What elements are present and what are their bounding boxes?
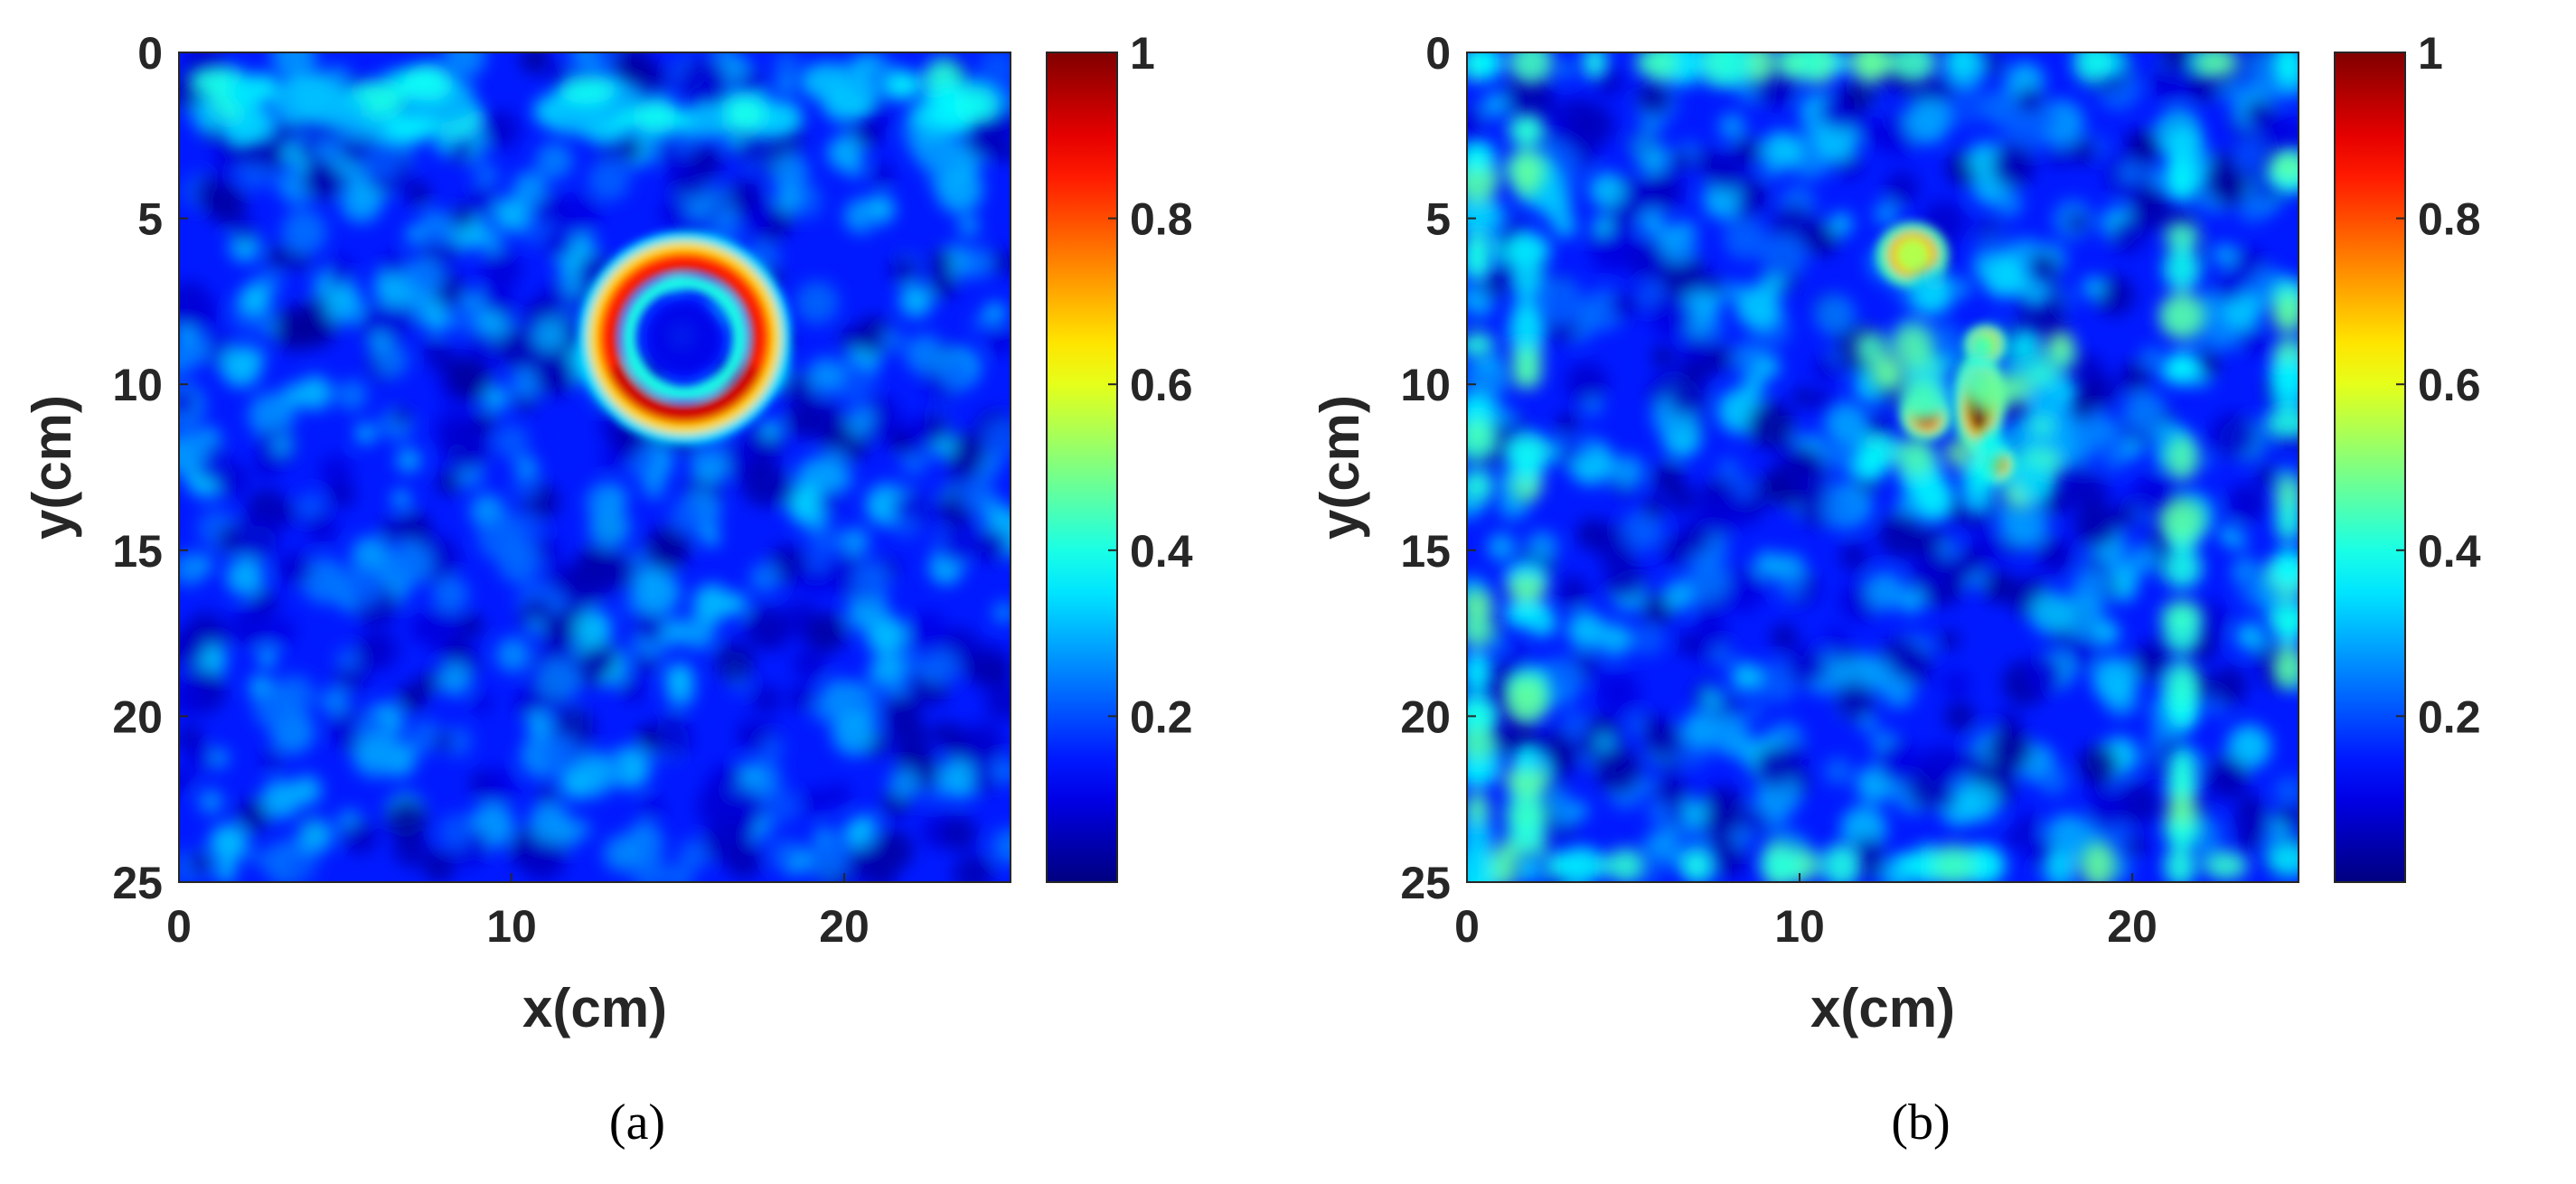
colorbar-tick-label: 1 [2418, 28, 2443, 79]
x-tick-label: 0 [166, 901, 192, 952]
y-tick-label: 0 [137, 28, 163, 79]
feature-ring [578, 230, 792, 445]
colorbar [1046, 52, 1118, 883]
heatmap-chart-a: 0 10 20 0 5 10 15 20 25 x(cm) y(cm) 0.2 0.4 0.6 0.8 1 [22, 28, 1193, 1038]
plot-frame [178, 52, 1011, 883]
x-axis-label: x(cm) [522, 978, 667, 1038]
y-axis-label: y(cm) [1310, 395, 1370, 540]
x-tick-label: 0 [1454, 901, 1480, 952]
heatmap-field [1467, 52, 2299, 882]
colorbar-tick-label: 0.2 [2418, 691, 2481, 742]
colorbar-tick-label: 1 [1130, 28, 1155, 79]
x-tick-label: 10 [486, 901, 537, 952]
colorbar-tick-label: 0.2 [1130, 691, 1193, 742]
y-tick-label: 20 [1400, 691, 1451, 742]
y-tick-label: 15 [1400, 526, 1451, 577]
x-tick-label: 20 [2107, 901, 2158, 952]
y-tick-label: 25 [1400, 858, 1451, 908]
colorbar [2334, 52, 2406, 883]
y-axis-label: y(cm) [22, 395, 82, 540]
colorbar-tick-label: 0.6 [2418, 360, 2481, 410]
x-tick-label: 10 [1774, 901, 1825, 952]
heatmap-field [179, 52, 1011, 882]
y-tick-label: 5 [137, 194, 163, 245]
y-tick-label: 0 [1425, 28, 1451, 79]
y-tick-label: 20 [112, 691, 163, 742]
y-tick-label: 10 [112, 360, 163, 410]
feature-band [188, 57, 1000, 145]
heatmap-chart-b: 0 10 20 0 5 10 15 20 25 x(cm) y(cm) 0.2 0.4 0.6 0.8 1 [1310, 28, 2481, 1038]
x-axis-label: x(cm) [1810, 978, 1955, 1038]
colorbar-tick-label: 0.8 [2418, 194, 2481, 245]
plot-frame [1466, 52, 2299, 883]
colorbar-tick-label: 0.6 [1130, 360, 1193, 410]
feature-halo [1824, 252, 2078, 519]
y-tick-label: 25 [112, 858, 163, 908]
caption-a: (a) [608, 1095, 666, 1151]
panel-a: 0 10 20 0 5 10 15 20 25 x(cm) y(cm) 0.2 0.4 0.6 0.8 1 (… [22, 28, 1193, 1151]
colorbar-tick-label: 0.8 [1130, 194, 1193, 245]
feature-frame [1467, 52, 2299, 882]
colorbar-tick-label: 0.4 [1130, 526, 1193, 577]
y-tick-label: 15 [112, 526, 163, 577]
y-tick-label: 5 [1425, 194, 1451, 245]
x-tick-label: 20 [819, 901, 870, 952]
panel-b: 0 10 20 0 5 10 15 20 25 x(cm) y(cm) 0.2 0.4 0.6 0.8 1 (… [1288, 0, 2576, 1184]
caption-b: (b) [1891, 1095, 1951, 1151]
colorbar-tick-label: 0.4 [2418, 526, 2481, 577]
y-tick-label: 10 [1400, 360, 1451, 410]
